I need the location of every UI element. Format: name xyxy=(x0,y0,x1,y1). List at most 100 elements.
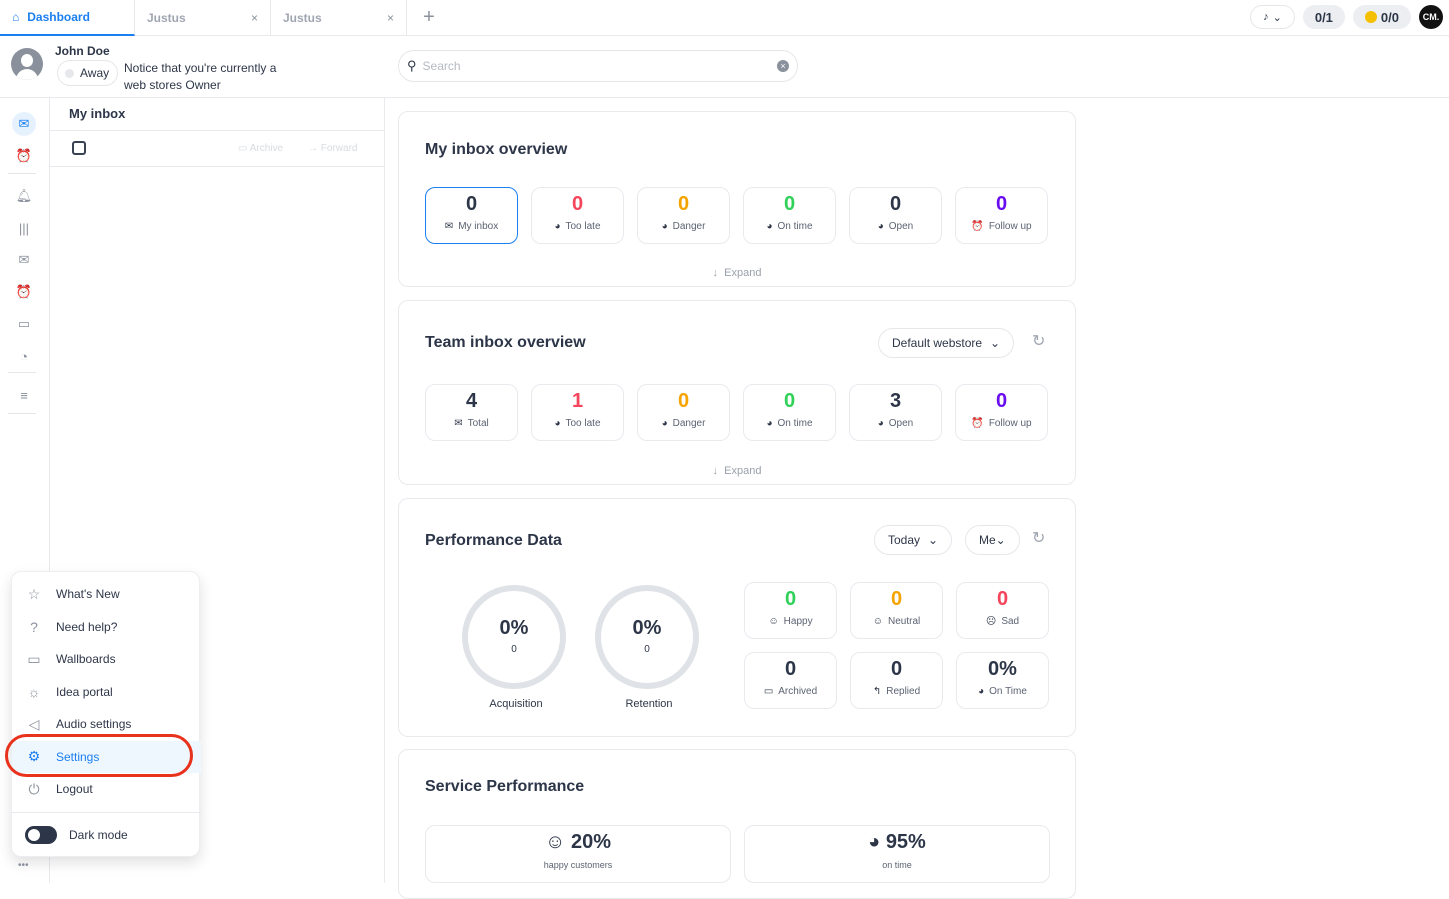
stat-archived[interactable]: 0 ▭ Archived xyxy=(744,652,837,709)
refresh-icon[interactable]: ↻ xyxy=(1032,333,1046,350)
stat-open[interactable]: 0 ◕ Open xyxy=(849,187,942,244)
stat-label-row: ☹ Sad xyxy=(957,616,1048,627)
clock-icon: ◕ xyxy=(877,418,884,429)
menu-item-settings[interactable]: ⚙ Settings xyxy=(12,740,201,773)
menu-item-wallboards[interactable]: ▭ Wallboards xyxy=(12,643,201,675)
chevron-down-icon: ⌄ xyxy=(928,533,939,547)
menu-item-idea-portal[interactable]: ☼ Idea portal xyxy=(12,676,201,708)
scope-dropdown[interactable]: Me ⌄ xyxy=(965,525,1020,555)
stat-label-row: ◕ On time xyxy=(744,418,835,429)
stat-value: 0 xyxy=(995,390,1008,412)
stat-label: Sad xyxy=(1001,616,1020,627)
menu-item-need-help-[interactable]: ? Need help? xyxy=(12,611,201,643)
stats-row: 0 ✉ My inbox 0 ◕ Too late 0 ◕ Danger 0 ◕ On time 0 ◕ O… xyxy=(425,187,1048,244)
stat-sad[interactable]: 0 ☹ Sad xyxy=(956,582,1049,639)
stat-label-row: ↰ Replied xyxy=(851,686,942,697)
stat-label-row: ◕ On Time xyxy=(957,686,1048,697)
refresh-icon[interactable]: ↻ xyxy=(1032,530,1046,547)
clock-icon: ◕ xyxy=(661,221,668,232)
stat-label: Archived xyxy=(778,686,818,697)
stat-open[interactable]: 3 ◕ Open xyxy=(849,384,942,441)
stat-on-time[interactable]: 0% ◕ On Time xyxy=(956,652,1049,709)
archive-button[interactable]: ▭ Archive xyxy=(238,143,284,154)
status-toggle[interactable]: Away xyxy=(57,60,119,86)
menu-item-audio-settings[interactable]: ◁ Audio settings xyxy=(12,708,201,740)
ring-label: Acquisition xyxy=(489,698,543,710)
stat-too-late[interactable]: 0 ◕ Too late xyxy=(531,187,624,244)
bell-icon[interactable]: 🔔︎ xyxy=(15,188,33,203)
team-alarm-icon[interactable]: ⏰ xyxy=(15,284,33,299)
counter-badge[interactable]: 0/1 xyxy=(1302,5,1345,29)
stat-label: Total xyxy=(467,418,489,429)
forward-button[interactable]: → Forward xyxy=(308,143,358,154)
search-input[interactable] xyxy=(422,59,777,73)
stat-my-inbox[interactable]: 0 ✉ My inbox xyxy=(425,187,518,244)
stat-happy[interactable]: 0 ☺ Happy xyxy=(744,582,837,639)
audio-wave-icon[interactable]: ||| xyxy=(18,220,30,236)
my-inbox-overview-card: My inbox overview 0 ✉ My inbox 0 ◕ Too late 0 ◕… xyxy=(398,111,1076,287)
period-dropdown[interactable]: Today ⌄ xyxy=(874,525,953,555)
stat-on-time[interactable]: 0 ◕ On time xyxy=(743,187,836,244)
stat-danger[interactable]: 0 ◕ Danger xyxy=(637,384,730,441)
menu-item-what-s-new[interactable]: ☆ What's New xyxy=(12,578,201,610)
stat-too-late[interactable]: 1 ◕ Too late xyxy=(531,384,624,441)
tab-dashboard[interactable]: ⌂ Dashboard xyxy=(0,0,135,36)
stat-label: Follow up xyxy=(988,418,1032,429)
stat-label-row: ◕ Too late xyxy=(532,418,623,429)
card-title: Service Performance xyxy=(425,778,585,795)
filter-icon[interactable]: ≡ xyxy=(20,387,28,403)
select-all-checkbox[interactable] xyxy=(72,141,86,155)
stat-follow-up[interactable]: 0 ⏰ Follow up xyxy=(955,187,1048,244)
stat-replied[interactable]: 0 ↰ Replied xyxy=(850,652,943,709)
new-tab-button[interactable]: + xyxy=(423,6,435,28)
stats-row: 4 ✉ Total 1 ◕ Too late 0 ◕ Danger 0 ◕ On time 3 ◕ Open… xyxy=(425,384,1048,441)
audio-wave-icon xyxy=(1364,11,1377,23)
stat-label: Follow up xyxy=(988,221,1032,232)
user-header: John Doe Away Notice that you're current… xyxy=(0,36,1449,98)
webstore-dropdown[interactable]: Default webstore ⌄ xyxy=(878,328,1015,358)
stat-label: Open xyxy=(888,418,914,429)
stat-on-time[interactable]: 0 ◕ On time xyxy=(743,384,836,441)
menu-item-logout[interactable]: ⏻ Logout xyxy=(12,773,201,805)
stat-neutral[interactable]: 0 ☺ Neutral xyxy=(850,582,943,639)
stat-value: 3 xyxy=(889,390,902,412)
search-box: ⚲ × xyxy=(398,50,798,82)
avatar[interactable] xyxy=(11,48,43,80)
inbox-icon[interactable]: ✉ xyxy=(12,112,36,136)
chat-icon[interactable]: ◔ xyxy=(20,348,28,364)
inbox-icon: ✉ xyxy=(444,221,454,232)
stat-danger[interactable]: 0 ◕ Danger xyxy=(637,187,730,244)
clear-search-icon[interactable]: × xyxy=(777,60,789,72)
stat-follow-up[interactable]: 0 ⏰ Follow up xyxy=(955,384,1048,441)
stat-label-row: ⏰ Follow up xyxy=(956,221,1047,232)
divider xyxy=(8,372,36,373)
stat-label-row: ✉ My inbox xyxy=(426,221,517,232)
alarm-icon: ⏰ xyxy=(971,221,984,232)
menu-item-label: Wallboards xyxy=(56,652,116,666)
more-icon[interactable]: ••• xyxy=(18,860,29,871)
team-inbox-icon[interactable]: ✉ xyxy=(18,252,30,267)
tab-bar: ⌂ Dashboard Justus × Justus × + xyxy=(0,0,1449,36)
expand-button[interactable]: ↓ Expand xyxy=(712,465,762,477)
calls-badge[interactable]: 0/0 xyxy=(1352,5,1411,29)
stat-total[interactable]: 4 ✉ Total xyxy=(425,384,518,441)
dark-mode-toggle[interactable] xyxy=(25,826,57,844)
stat-value: 0 xyxy=(571,193,584,215)
alarm-icon[interactable]: ⏰ xyxy=(15,148,33,163)
close-icon[interactable]: × xyxy=(386,11,394,25)
close-icon[interactable]: × xyxy=(250,11,258,25)
audio-device-dropdown[interactable]: ♪ ⌄ xyxy=(1250,5,1295,29)
stat-value: 0 xyxy=(677,193,690,215)
expand-button[interactable]: ↓ Expand xyxy=(712,267,762,279)
tab-justus-1[interactable]: Justus × xyxy=(135,0,271,36)
archive-icon[interactable]: ▭ xyxy=(17,316,31,331)
stat-label-row: ◕ Open xyxy=(850,221,941,232)
tab-justus-2[interactable]: Justus × xyxy=(271,0,407,36)
stat-label-row: ⏰ Follow up xyxy=(956,418,1047,429)
stat-label-row: ☺ Happy xyxy=(745,616,836,627)
stat-label: On Time xyxy=(989,686,1027,697)
brand-logo[interactable]: CM. xyxy=(1419,5,1443,29)
stat-label: Danger xyxy=(672,418,706,429)
dark-mode-label: Dark mode xyxy=(69,828,128,842)
ring-label: Retention xyxy=(625,698,673,710)
